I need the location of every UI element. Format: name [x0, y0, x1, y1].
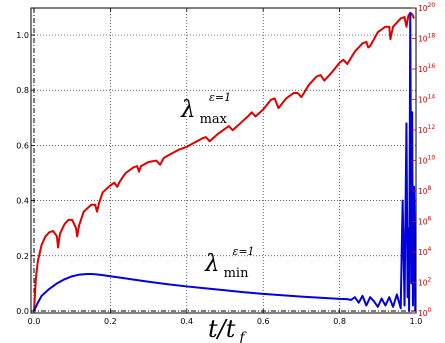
y2-tick-label: 100	[418, 307, 432, 318]
y2-tick-label: 1010	[418, 155, 435, 166]
x-tick-label: 1.0	[410, 317, 423, 326]
y2-tick-label: 1020	[418, 2, 435, 13]
y-tick-label: 0.4	[16, 197, 29, 206]
grid	[31, 8, 416, 313]
x-tick-label: 0.4	[180, 317, 193, 326]
y-tick-label: 0.2	[16, 252, 29, 261]
series-layer	[33, 11, 417, 312]
y2-tick-label: 106	[418, 216, 432, 227]
series-line-lambda-min	[33, 11, 417, 312]
y2-tick-label: 104	[418, 246, 432, 257]
y2-tick-label: 1018	[418, 33, 435, 44]
y2-tick-label: 1016	[418, 63, 435, 74]
ticks: 0.0 0.2 0.4 0.6 0.8 1.00.00.20.40.60.81.01001…	[16, 2, 435, 326]
x-tick-label: 0.0	[28, 317, 41, 326]
y-tick-label: 0.0	[16, 307, 29, 316]
y2-tick-label: 102	[418, 277, 432, 288]
y2-tick-label: 1014	[418, 94, 435, 105]
annotation-lambda-max: λ max ε=1	[180, 91, 231, 127]
y2-tick-label: 108	[418, 185, 432, 196]
x-tick-label: 0.6	[257, 317, 270, 326]
x-tick-label: 0.2	[104, 317, 117, 326]
series-line-lambda-max	[33, 11, 415, 312]
y-tick-label: 0.6	[16, 141, 29, 150]
y-tick-label: 1.0	[16, 31, 29, 40]
annotation-lambda-min: λ min ε=1	[204, 245, 255, 281]
y-tick-label: 0.8	[16, 86, 29, 95]
y2-tick-label: 1012	[418, 124, 435, 135]
x-axis-label: t/t f	[208, 315, 247, 343]
x-tick-label: 0.8	[333, 317, 346, 326]
plot-area	[31, 8, 416, 313]
